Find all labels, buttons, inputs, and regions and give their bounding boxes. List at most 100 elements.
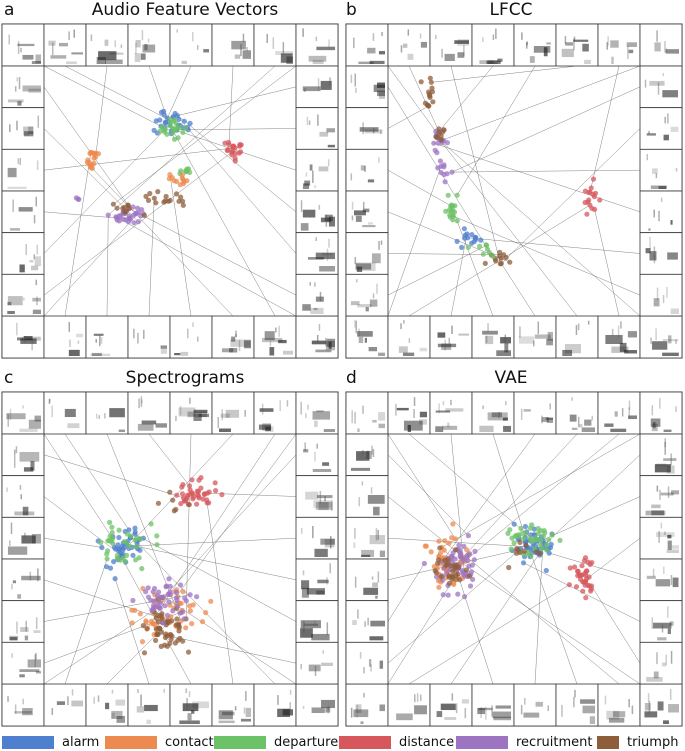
point-distance [184, 495, 190, 501]
point-triumph [185, 649, 192, 655]
point-contact [464, 547, 470, 553]
point-distance [590, 176, 597, 182]
spectrogram-thumbnail [597, 315, 641, 359]
point-distance [236, 150, 242, 156]
point-triumph [466, 573, 472, 579]
spectrogram-thumbnail [295, 600, 339, 643]
spectrogram-thumbnail [345, 391, 389, 435]
spectrogram-thumbnail [43, 23, 87, 67]
point-triumph [446, 574, 452, 580]
spectrogram-thumbnail [345, 433, 389, 477]
spectrogram-thumbnail [345, 516, 389, 560]
point-recruitment [465, 533, 471, 539]
point-triumph [147, 190, 153, 197]
point-contact [436, 538, 442, 544]
point-departure [538, 546, 545, 552]
point-triumph [167, 489, 173, 495]
legend-label-triumph: triumph [627, 734, 679, 750]
spectrogram-thumbnail [211, 315, 255, 359]
point-triumph [178, 194, 184, 200]
legend-label-recruitment: recruitment [516, 734, 593, 750]
point-contact [187, 603, 193, 609]
point-recruitment [145, 594, 152, 600]
point-triumph [455, 571, 461, 577]
spectrogram-thumbnail [1, 433, 45, 477]
spectrogram-thumbnail [1, 600, 45, 643]
legend-label-departure: departure [274, 734, 339, 750]
point-alarm [112, 576, 118, 582]
point-departure [521, 536, 527, 542]
point-departure [541, 528, 547, 534]
point-departure [523, 530, 529, 536]
point-alarm [511, 521, 517, 527]
panel-d-letter: d [346, 368, 357, 388]
point-triumph [435, 560, 441, 566]
spectrogram-thumbnail [345, 558, 389, 602]
point-departure [448, 202, 455, 208]
point-departure [557, 537, 563, 544]
spectrogram-thumbnail [253, 391, 297, 435]
point-triumph [110, 201, 116, 207]
spectrogram-thumbnail [471, 683, 515, 727]
point-recruitment [151, 585, 158, 592]
spectrogram-thumbnail [43, 315, 87, 359]
point-recruitment [472, 548, 478, 555]
point-recruitment [160, 620, 166, 626]
spectrogram-thumbnail [295, 148, 339, 192]
spectrogram-thumbnail [1, 475, 45, 518]
spectrogram-thumbnail [1, 683, 45, 727]
point-recruitment [155, 599, 161, 606]
panel-b-plot [345, 23, 683, 359]
point-departure [170, 130, 176, 136]
point-recruitment [151, 602, 157, 609]
point-alarm [132, 529, 138, 535]
point-recruitment [457, 550, 463, 556]
panel-d-plot [345, 391, 683, 727]
point-departure [109, 524, 115, 530]
point-recruitment [173, 595, 179, 601]
spectrogram-thumbnail [85, 23, 129, 67]
point-triumph [140, 623, 146, 629]
point-contact [143, 618, 149, 624]
point-alarm [522, 523, 529, 530]
point-distance [201, 491, 207, 497]
point-departure [105, 548, 111, 554]
point-distance [194, 488, 200, 494]
spectrogram-thumbnail [345, 475, 389, 518]
spectrogram-thumbnail [639, 475, 683, 518]
point-triumph [501, 252, 507, 258]
spectrogram-thumbnail [211, 391, 255, 435]
point-triumph [114, 205, 120, 211]
point-contact [167, 172, 173, 178]
point-triumph [176, 198, 182, 204]
legend-item-recruitment: recruitment [456, 733, 593, 751]
spectrogram-thumbnail [1, 23, 45, 67]
point-recruitment [149, 607, 155, 613]
point-recruitment [455, 591, 461, 597]
point-departure [546, 537, 552, 543]
point-departure [127, 543, 133, 550]
spectrogram-thumbnail [1, 516, 45, 560]
point-departure [154, 542, 160, 548]
point-triumph [443, 562, 449, 569]
spectrogram-thumbnail [1, 232, 45, 275]
point-triumph [506, 564, 512, 571]
point-recruitment [442, 179, 448, 185]
point-departure [154, 533, 160, 539]
point-triumph [452, 547, 458, 553]
panel-c-plot [1, 391, 339, 727]
legend-item-distance: distance [339, 733, 454, 751]
legend-item-alarm: alarm [2, 733, 99, 751]
spectrogram-thumbnail [639, 232, 683, 275]
point-recruitment [130, 597, 136, 604]
point-departure [159, 124, 165, 130]
point-distance [572, 564, 578, 570]
legend-item-contact: contact [105, 733, 214, 751]
point-triumph [125, 202, 131, 209]
point-alarm [99, 544, 105, 551]
spectrogram-thumbnail [513, 315, 557, 359]
legend-swatch-triumph [597, 735, 619, 749]
point-distance [586, 189, 592, 195]
spectrogram-thumbnail [639, 273, 683, 317]
spectrogram-thumbnail [597, 23, 641, 67]
